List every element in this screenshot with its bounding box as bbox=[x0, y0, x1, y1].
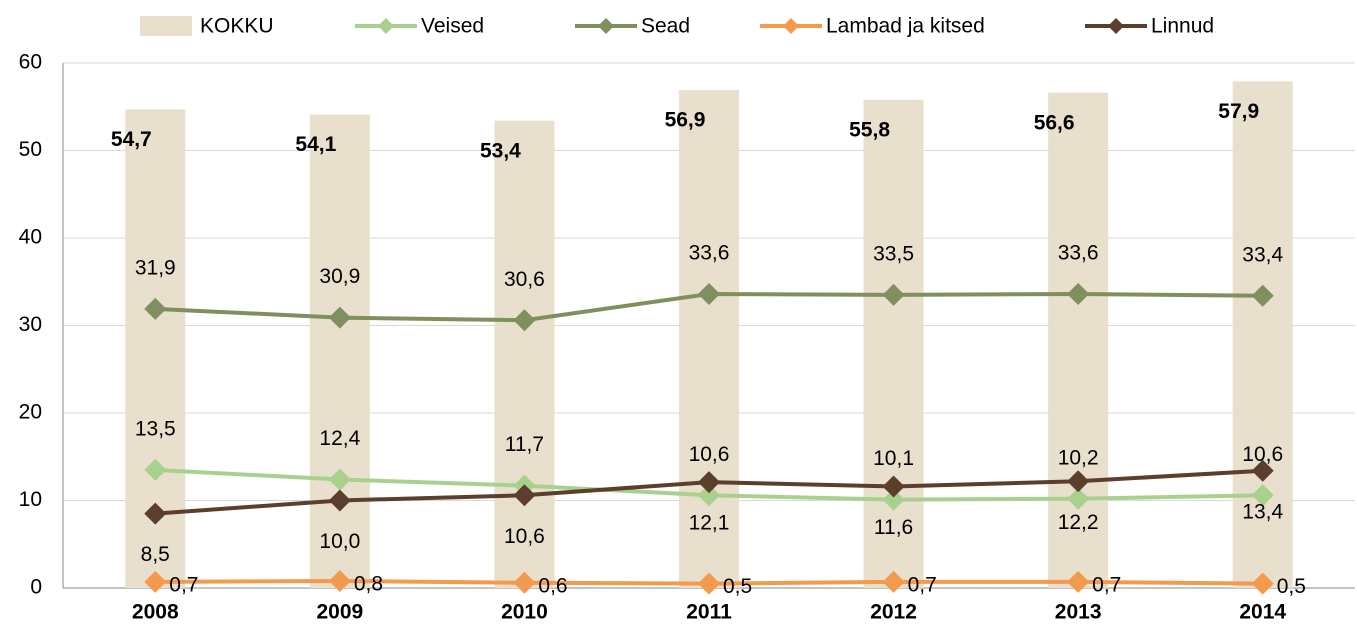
marker bbox=[513, 484, 536, 507]
y-tick-label: 30 bbox=[19, 313, 42, 336]
data-label: 12,1 bbox=[689, 512, 730, 535]
data-label: 54,7 bbox=[111, 128, 152, 151]
marker bbox=[882, 570, 905, 593]
data-label: 10,6 bbox=[504, 525, 545, 548]
data-label: 0,8 bbox=[354, 573, 383, 596]
data-label: 0,5 bbox=[1277, 575, 1306, 598]
data-label: 30,9 bbox=[319, 265, 360, 288]
data-label: 57,9 bbox=[1218, 100, 1259, 123]
data-label: 33,6 bbox=[1058, 242, 1099, 265]
data-label: 56,6 bbox=[1034, 111, 1075, 134]
data-label: 30,6 bbox=[504, 268, 545, 291]
bar bbox=[309, 114, 370, 588]
data-label: 12,4 bbox=[319, 427, 360, 450]
legend-swatch bbox=[378, 18, 394, 34]
data-label: 0,7 bbox=[1092, 573, 1121, 596]
data-label: 13,4 bbox=[1242, 500, 1283, 523]
legend-label: Veised bbox=[421, 15, 484, 38]
data-label: 33,6 bbox=[689, 242, 730, 265]
marker bbox=[698, 471, 720, 494]
marker bbox=[1067, 487, 1090, 510]
data-label: 0,6 bbox=[538, 574, 567, 597]
data-label: 10,6 bbox=[1242, 443, 1283, 466]
marker bbox=[1067, 570, 1090, 593]
bar bbox=[863, 99, 924, 588]
legend-swatch bbox=[1108, 18, 1124, 34]
data-label: 53,4 bbox=[480, 139, 521, 162]
x-tick-label: 2011 bbox=[686, 601, 732, 624]
marker bbox=[698, 283, 720, 305]
data-label: 31,9 bbox=[135, 256, 176, 279]
data-label: 54,1 bbox=[295, 133, 336, 156]
data-label: 11,6 bbox=[874, 516, 913, 539]
x-tick-label: 2013 bbox=[1055, 601, 1102, 624]
y-tick-label: 20 bbox=[19, 401, 42, 424]
marker bbox=[144, 458, 167, 481]
x-tick-label: 2012 bbox=[870, 601, 917, 624]
marker bbox=[1251, 459, 1274, 482]
marker bbox=[328, 489, 351, 512]
marker bbox=[144, 297, 167, 320]
y-tick-label: 60 bbox=[19, 51, 42, 74]
y-tick-label: 40 bbox=[19, 226, 42, 249]
marker bbox=[328, 570, 351, 592]
data-label: 33,5 bbox=[873, 242, 914, 265]
data-label: 10,0 bbox=[319, 530, 360, 553]
x-tick-label: 2010 bbox=[501, 601, 548, 624]
marker bbox=[1251, 484, 1274, 507]
legend-label: KOKKU bbox=[200, 15, 274, 38]
data-label: 11,7 bbox=[505, 433, 544, 456]
marker bbox=[882, 283, 905, 306]
legend-label: Sead bbox=[641, 15, 690, 38]
data-label: 10,1 bbox=[873, 447, 914, 470]
bar bbox=[494, 120, 555, 588]
marker bbox=[1251, 284, 1274, 307]
y-tick-label: 10 bbox=[19, 488, 42, 511]
legend-swatch bbox=[783, 18, 799, 34]
marker bbox=[1067, 470, 1090, 493]
y-tick-label: 0 bbox=[30, 576, 42, 599]
marker bbox=[882, 488, 905, 511]
data-label: 0,7 bbox=[169, 573, 198, 596]
x-tick-label: 2009 bbox=[316, 601, 363, 624]
marker bbox=[1067, 283, 1090, 305]
data-label: 56,9 bbox=[665, 109, 706, 132]
marker bbox=[144, 502, 167, 525]
data-label: 33,4 bbox=[1242, 243, 1283, 266]
data-label: 12,2 bbox=[1058, 511, 1099, 534]
data-label: 0,7 bbox=[908, 573, 937, 596]
marker bbox=[882, 475, 905, 498]
legend-label: Linnud bbox=[1151, 15, 1214, 38]
marker bbox=[698, 484, 720, 507]
marker bbox=[698, 572, 720, 595]
marker bbox=[513, 571, 536, 594]
y-tick-label: 50 bbox=[19, 138, 42, 161]
data-label: 13,5 bbox=[135, 417, 176, 440]
data-label: 8,5 bbox=[141, 543, 170, 566]
legend-swatch bbox=[140, 16, 192, 36]
data-label: 55,8 bbox=[849, 118, 890, 141]
x-tick-label: 2008 bbox=[132, 601, 179, 624]
data-label: 10,6 bbox=[689, 443, 730, 466]
x-tick-label: 2014 bbox=[1239, 601, 1286, 624]
marker bbox=[328, 306, 351, 329]
marker bbox=[513, 309, 536, 332]
legend-label: Lambad ja kitsed bbox=[826, 15, 985, 38]
data-label: 0,5 bbox=[723, 575, 752, 598]
legend-swatch bbox=[598, 18, 614, 34]
marker bbox=[328, 468, 351, 491]
marker bbox=[144, 570, 167, 593]
data-label: 10,2 bbox=[1058, 446, 1099, 469]
marker bbox=[1251, 572, 1274, 595]
